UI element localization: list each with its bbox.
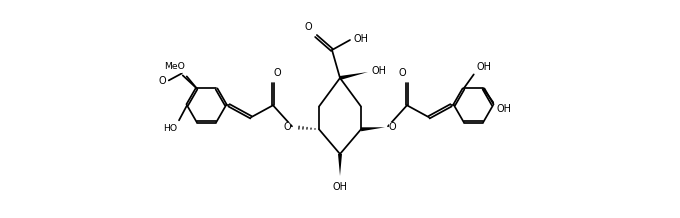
Text: OH: OH	[372, 66, 387, 76]
Text: O: O	[398, 68, 406, 78]
Text: O: O	[389, 122, 396, 132]
Text: OH: OH	[353, 34, 368, 44]
Text: O: O	[284, 122, 291, 132]
Text: O: O	[174, 62, 182, 72]
Text: OH: OH	[496, 104, 511, 114]
Text: OH: OH	[333, 182, 347, 192]
Polygon shape	[339, 72, 368, 80]
Text: MeO: MeO	[164, 62, 185, 72]
Polygon shape	[338, 154, 342, 176]
Text: HO: HO	[163, 124, 177, 133]
Text: O: O	[158, 77, 166, 86]
Text: O: O	[274, 68, 282, 78]
Text: OH: OH	[477, 62, 492, 72]
Polygon shape	[361, 127, 385, 131]
Text: O: O	[305, 22, 312, 32]
